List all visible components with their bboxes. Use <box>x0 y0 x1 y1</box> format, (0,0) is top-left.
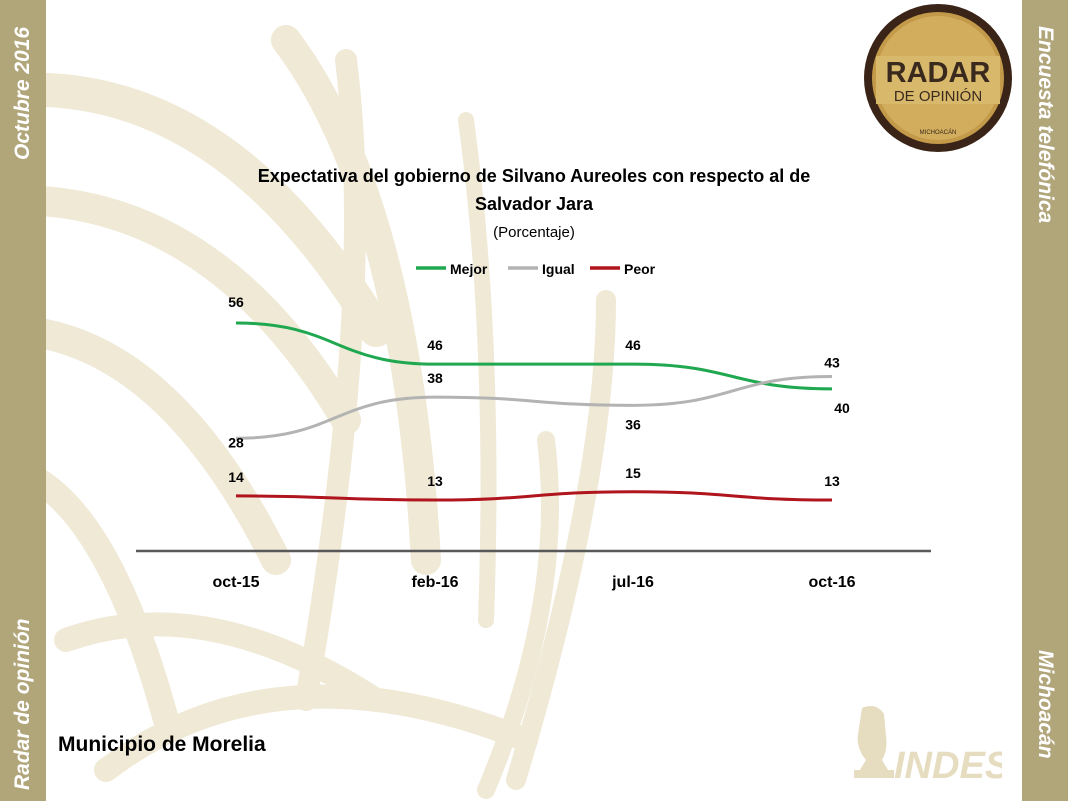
series-line-peor <box>235 490 833 502</box>
svg-text:RADAR: RADAR <box>886 57 991 89</box>
data-label-mejor: 56 <box>228 294 244 310</box>
series-line-mejor <box>235 321 833 391</box>
radar-de-opinion-logo: RADAR DE OPINIÓN MICHOACÁN <box>864 4 1012 152</box>
x-tick-label: feb-16 <box>411 574 458 591</box>
data-label-igual: 36 <box>625 416 641 432</box>
data-label-peor: 14 <box>228 469 244 485</box>
x-tick-label: oct-15 <box>212 574 259 591</box>
svg-text:INDES: INDES <box>894 745 1002 787</box>
data-label-igual: 43 <box>824 355 840 371</box>
legend-label-igual: Igual <box>542 261 575 277</box>
municipality-title: Municipio de Morelia <box>58 733 266 756</box>
chart-legend: Mejor Igual Peor <box>416 261 656 277</box>
data-label-igual: 28 <box>228 434 244 450</box>
data-label-mejor: 46 <box>625 337 641 353</box>
x-axis-tick-labels: oct-15 feb-16 jul-16 oct-16 <box>212 574 855 591</box>
indes-logo: INDES <box>854 706 1002 787</box>
left-sidebar <box>0 0 46 801</box>
series-line-igual <box>235 375 833 440</box>
chart-title-line2: Salvador Jara <box>475 194 594 214</box>
data-label-mejor: 40 <box>834 400 850 416</box>
x-tick-label: jul-16 <box>611 574 654 591</box>
legend-label-peor: Peor <box>624 261 656 277</box>
data-label-peor: 13 <box>427 473 443 489</box>
x-tick-label: oct-16 <box>808 574 855 591</box>
right-sidebar <box>1022 0 1068 801</box>
data-label-mejor: 46 <box>427 337 443 353</box>
chart-subtitle: (Porcentaje) <box>493 224 575 241</box>
background-swirl <box>46 25 616 799</box>
series-layer: 56 46 46 40 28 38 36 43 14 13 15 13 <box>228 294 850 502</box>
data-label-igual: 38 <box>427 370 443 386</box>
chart-title-line1: Expectativa del gobierno de Silvano Aure… <box>258 166 811 186</box>
svg-text:MICHOACÁN: MICHOACÁN <box>920 129 957 136</box>
data-label-peor: 15 <box>625 465 641 481</box>
legend-label-mejor: Mejor <box>450 261 488 277</box>
data-label-peor: 13 <box>824 473 840 489</box>
svg-text:DE OPINIÓN: DE OPINIÓN <box>894 88 982 105</box>
